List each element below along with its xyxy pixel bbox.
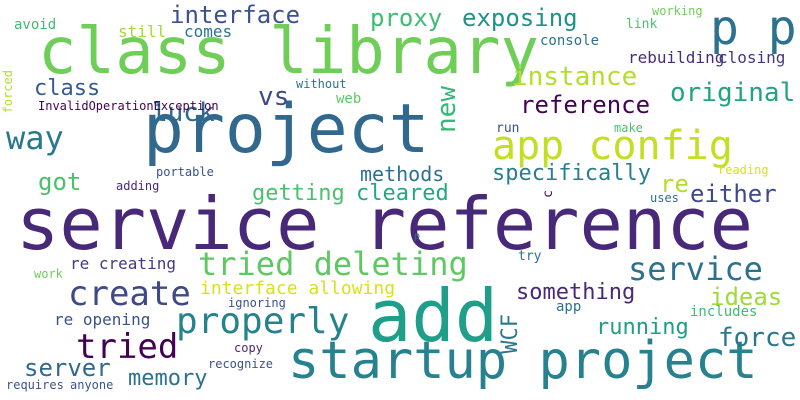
word-forced: forced [1,70,15,114]
word-force: force [718,323,797,353]
word-vs: vs [258,82,290,112]
word-service: service [628,250,763,288]
word-something: something [516,280,636,305]
word-copy: copy [234,341,263,355]
word-specifically: specifically [492,161,651,186]
word-service-reference: service reference [16,182,753,266]
word-got: got [38,168,82,196]
word-invalidoperationexception: InvalidOperationException [38,99,219,113]
word-properly: properly [176,301,350,342]
word-interface-allowing: interface allowing [200,278,396,299]
word-wcf: WCF [498,314,523,354]
word-tried-deleting: tried deleting [198,245,468,283]
word-either: either [690,180,777,208]
word-still: still [118,22,167,41]
word-add: add [368,274,499,358]
word-console: console [540,33,600,49]
word-link: link [626,17,658,32]
word-working: working [652,4,703,18]
word-make: make [614,121,643,135]
word-original: original [670,78,796,108]
word-web: web [336,91,362,107]
word-try: try [518,249,542,264]
word-class: class [34,76,101,101]
word-recognize: recognize [208,357,274,371]
word-c: c [541,190,556,198]
word-p-p: p p [710,0,797,56]
word-new: new [432,86,462,133]
word-way: way [6,119,64,157]
word-create: create [68,274,191,314]
word-project: project [143,90,430,169]
word-p: p [414,231,421,242]
word-luck: luck [152,98,215,128]
word-proxy: proxy [370,4,443,32]
word-anyone: anyone [70,378,114,392]
word-app-config: app config [492,123,733,169]
word-portable: portable [156,165,214,179]
word-reading: reading [718,163,769,177]
word-app: app [556,299,582,315]
word-reference: reference [520,91,651,119]
word-ignoring: ignoring [228,296,286,310]
word-running: running [596,315,689,340]
word-ideas: ideas [710,283,783,311]
word-server: server [24,354,111,382]
word-re: re [660,170,689,198]
word-class-library: class library [38,15,539,89]
word-tried: tried [76,327,179,367]
word-comes: comes [184,22,233,41]
word-work: work [34,267,63,281]
word-cleared: cleared [356,181,449,206]
word-rebuilding: rebuilding [628,48,725,67]
word-methods: methods [360,162,445,186]
word-includes: includes [690,304,758,320]
word-avoid: avoid [14,17,57,33]
word-adding: adding [116,179,160,193]
word-exposing: exposing [462,4,578,32]
word-interface: interface [170,1,301,29]
word-uses: uses [650,191,679,205]
word-startup-project: startup project [288,331,758,391]
word-getting: getting [252,181,345,206]
word-without: without [296,77,347,91]
word-closing: closing [718,48,786,67]
word-requires: requires [6,378,64,392]
word-run: run [496,121,520,136]
word-instance: instance [512,62,638,92]
word-memory: memory [128,366,208,391]
word-re-opening: re opening [54,310,151,329]
word-re-creating: re creating [70,254,176,273]
